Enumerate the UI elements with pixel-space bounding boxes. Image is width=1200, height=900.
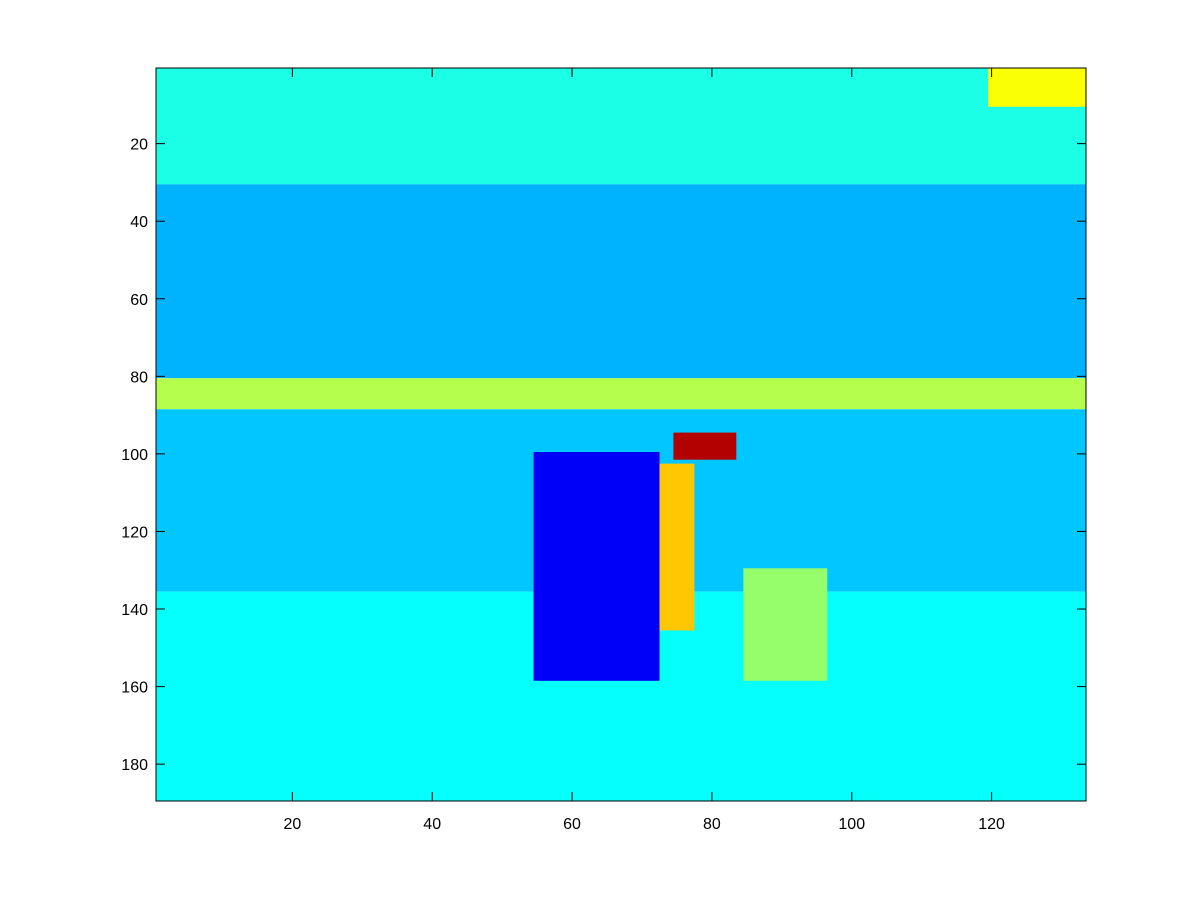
heatmap-region-10	[743, 568, 828, 681]
x-tick-label: 60	[563, 816, 581, 833]
x-tick-label: 40	[423, 816, 441, 833]
y-tick-label: 80	[130, 369, 148, 386]
heatmap-region-2	[988, 68, 1086, 107]
heatmap-region-9	[533, 452, 660, 681]
y-tick-label: 160	[121, 680, 148, 697]
heatmap-region-7	[673, 432, 737, 460]
x-tick-label: 100	[838, 816, 865, 833]
y-tick-label: 180	[121, 757, 148, 774]
y-tick-label: 40	[130, 214, 148, 231]
y-tick-label: 60	[130, 292, 148, 309]
y-tick-label: 140	[121, 602, 148, 619]
y-tick-label: 120	[121, 524, 148, 541]
x-tick-label: 20	[283, 816, 301, 833]
axes-box	[155, 67, 1087, 802]
x-tick-label: 120	[978, 816, 1005, 833]
y-tick-label: 20	[130, 137, 148, 154]
x-axis: 20 40 60 80 100 120	[283, 68, 1005, 833]
heatmap-region-1	[156, 68, 1086, 185]
heatmap-region-3	[156, 184, 1086, 379]
plot-area	[156, 68, 1086, 801]
y-axis: 20 40 60 80 100 120 140 160 180	[121, 137, 1086, 774]
heatmap-region-4	[156, 378, 1086, 410]
y-tick-label: 100	[121, 447, 148, 464]
x-tick-label: 80	[703, 816, 721, 833]
